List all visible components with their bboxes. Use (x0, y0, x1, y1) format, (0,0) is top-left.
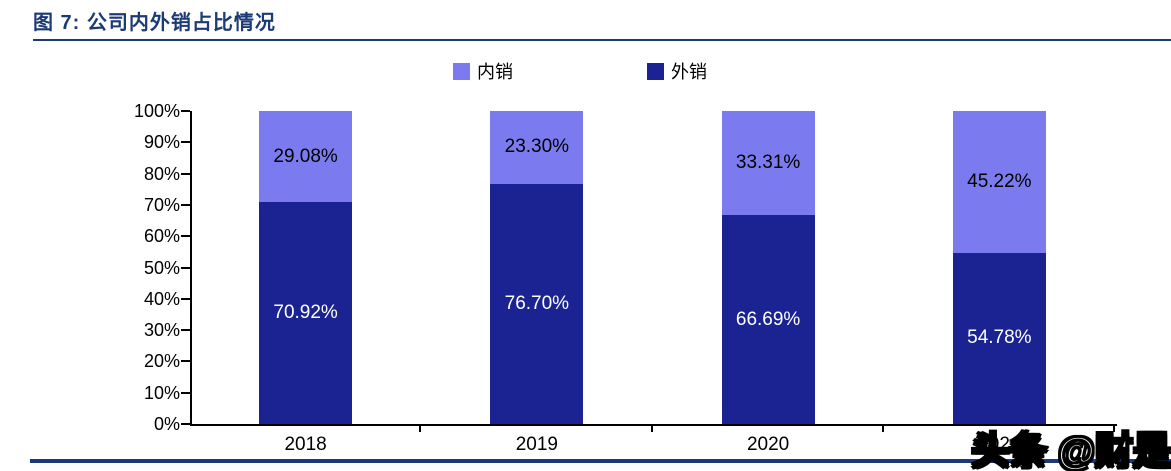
x-axis-tick-mark (881, 424, 884, 432)
plot-frame (190, 111, 1117, 426)
bar-value-label: 70.92% (273, 302, 338, 323)
title-divider-line (33, 39, 1171, 41)
legend-item-domestic: 内销 (453, 58, 513, 84)
x-axis-label: 2021 (978, 434, 1021, 455)
legend-label-domestic: 内销 (477, 62, 513, 82)
bar-segment-export (721, 215, 815, 424)
bar-segment-export (490, 183, 584, 424)
bar-segment-domestic (952, 111, 1046, 253)
bar-value-label: 54.78% (967, 327, 1032, 349)
y-axis-tick-label: 20% (143, 351, 180, 372)
bar-value-label: 33.31% (735, 152, 801, 174)
y-axis-tick-label: 90% (143, 132, 180, 153)
x-axis-label: 2019 (515, 434, 559, 455)
y-axis-tick-mark (181, 235, 190, 238)
y-axis-tick-mark (181, 110, 190, 112)
x-axis-tick-mark (1113, 424, 1115, 432)
y-axis-tick-mark (181, 360, 190, 363)
x-axis-label: 2018 (284, 434, 327, 455)
figure-title: 图 7: 公司内外销占比情况 (33, 12, 276, 34)
y-axis-tick-label: 50% (143, 257, 180, 278)
watermark: 头条 @财是 (970, 430, 1171, 471)
bar-value-label: 45.22% (967, 170, 1032, 192)
y-axis-tick-label: 70% (143, 194, 180, 215)
x-axis-tick-mark (419, 424, 422, 432)
legend-item-export: 外销 (647, 58, 707, 84)
y-axis-tick-label: 60% (143, 226, 180, 247)
bar-value-label: 29.08% (273, 145, 338, 167)
y-axis-tick-mark (181, 391, 190, 394)
y-axis-tick-label: 100% (133, 101, 180, 121)
y-axis-tick-mark (181, 423, 190, 425)
legend-label-export: 外销 (671, 62, 707, 82)
y-axis-tick-mark (181, 203, 190, 206)
y-axis-tick-mark (181, 297, 190, 300)
bar-segment-domestic (490, 111, 584, 184)
footer-divider-line (30, 459, 1171, 463)
y-axis-tick-label: 10% (143, 382, 180, 403)
y-axis-tick-label: 30% (143, 320, 180, 341)
y-axis-tick-mark (181, 172, 190, 175)
y-axis-tick-label: 80% (143, 163, 180, 184)
y-axis-tick-mark (181, 141, 190, 144)
legend-swatch-domestic (453, 62, 470, 80)
bar-segment-export (952, 252, 1046, 424)
bar-segment-domestic (721, 111, 815, 216)
x-axis-tick-mark (650, 424, 653, 432)
y-axis-tick-mark (181, 329, 190, 332)
bar-value-label: 23.30% (504, 136, 570, 158)
y-axis-tick-mark (181, 266, 190, 269)
x-axis-label: 2020 (746, 434, 790, 455)
legend-swatch-export (647, 62, 664, 80)
bar-segment-domestic (259, 111, 353, 203)
bar-segment-export (259, 202, 353, 424)
y-axis-tick-label: 40% (143, 288, 180, 309)
bar-value-label: 66.69% (735, 308, 801, 330)
bar-value-label: 76.70% (504, 292, 570, 314)
y-axis-tick-label: 0% (153, 414, 180, 434)
